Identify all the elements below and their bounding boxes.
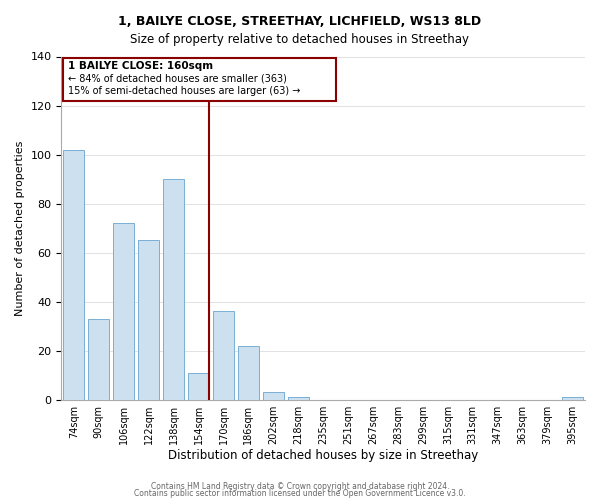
Text: Contains HM Land Registry data © Crown copyright and database right 2024.: Contains HM Land Registry data © Crown c…	[151, 482, 449, 491]
Bar	[163, 179, 184, 400]
Bar	[113, 223, 134, 400]
Bar	[238, 346, 259, 400]
Bar	[213, 312, 234, 400]
Bar	[88, 319, 109, 400]
FancyBboxPatch shape	[64, 58, 335, 100]
Text: Size of property relative to detached houses in Streethay: Size of property relative to detached ho…	[131, 32, 470, 46]
Text: 15% of semi-detached houses are larger (63) →: 15% of semi-detached houses are larger (…	[68, 86, 301, 96]
X-axis label: Distribution of detached houses by size in Streethay: Distribution of detached houses by size …	[168, 450, 478, 462]
Bar	[287, 398, 309, 400]
Y-axis label: Number of detached properties: Number of detached properties	[15, 140, 25, 316]
Bar	[188, 372, 209, 400]
Text: ← 84% of detached houses are smaller (363): ← 84% of detached houses are smaller (36…	[68, 74, 287, 84]
Text: Contains public sector information licensed under the Open Government Licence v3: Contains public sector information licen…	[134, 489, 466, 498]
Bar	[562, 398, 583, 400]
Bar	[63, 150, 85, 400]
Bar	[263, 392, 284, 400]
Bar	[138, 240, 159, 400]
Text: 1, BAILYE CLOSE, STREETHAY, LICHFIELD, WS13 8LD: 1, BAILYE CLOSE, STREETHAY, LICHFIELD, W…	[118, 15, 482, 28]
Text: 1 BAILYE CLOSE: 160sqm: 1 BAILYE CLOSE: 160sqm	[68, 62, 214, 72]
